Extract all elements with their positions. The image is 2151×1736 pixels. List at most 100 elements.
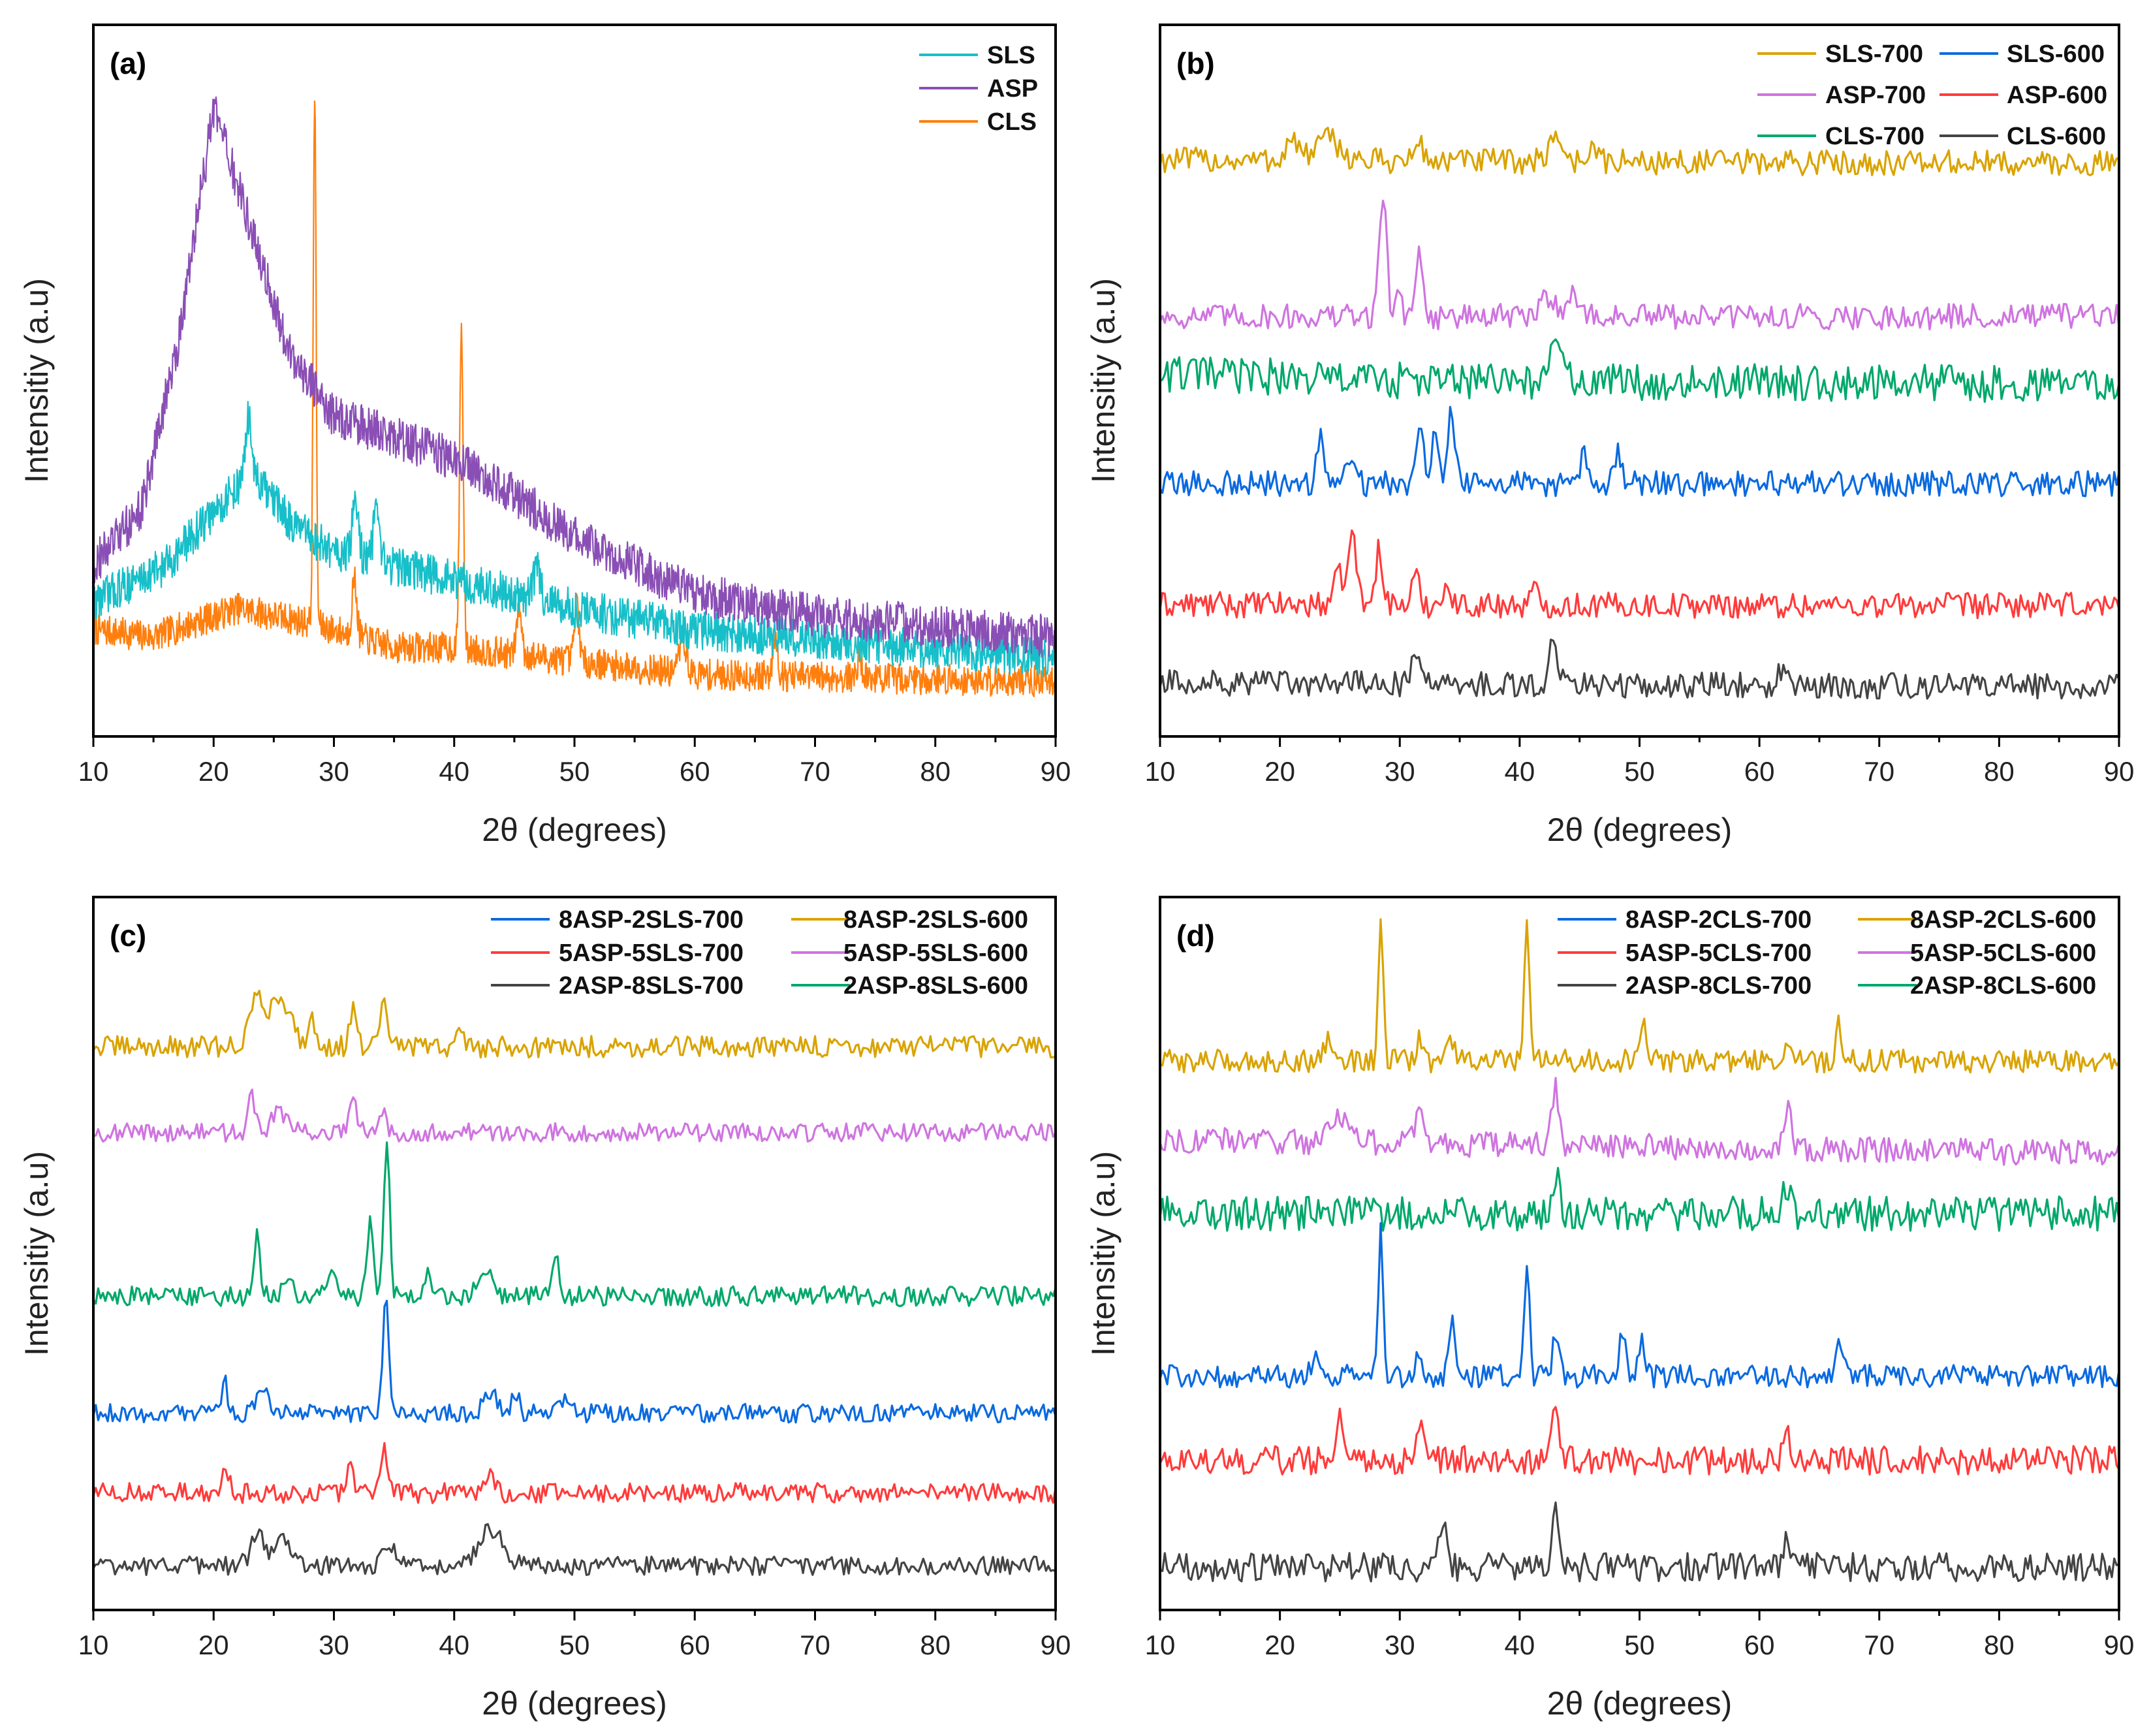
legend-item: SLS-700 <box>1757 40 1923 68</box>
x-tick-label: 30 <box>1385 756 1415 787</box>
legend-label: ASP-700 <box>1825 82 1926 109</box>
legend-item: 8ASP-2SLS-600 <box>791 906 1028 934</box>
x-tick-label: 40 <box>1505 1630 1535 1660</box>
legend-label: ASP <box>987 75 1038 103</box>
x-tick-label: 20 <box>198 1630 229 1660</box>
panel-c: 10 20 30 40 50 60 70 80 90 2θ (degrees) Intensitiy… <box>18 896 1071 1722</box>
legend-label: 2ASP-8SLS-600 <box>843 972 1028 1000</box>
panel-label: (d) <box>1176 919 1215 953</box>
legend-item: SLS-600 <box>1939 40 2105 68</box>
legend: SLS-700 SLS-600 ASP-700 ASP-600 CLS-700 CLS-6… <box>1757 40 2107 150</box>
legend-item: 5ASP-5SLS-600 <box>791 939 1028 967</box>
series-line-5asp-5sls-700 <box>92 1442 1057 1504</box>
x-tick-label: 70 <box>1864 1630 1894 1660</box>
plot-frame <box>1159 896 2120 1611</box>
panel-label: (b) <box>1176 46 1215 80</box>
legend: 8ASP-2CLS-700 8ASP-2CLS-600 5ASP-5CLS-700 5… <box>1558 906 2096 1000</box>
legend-label: SLS <box>987 42 1035 69</box>
legend-item: 5ASP-5SLS-700 <box>491 939 744 967</box>
series-line-asp <box>92 96 1057 658</box>
series-line-8asp-2sls-700 <box>92 1299 1057 1424</box>
series-line-8asp-2sls-600 <box>92 989 1056 1059</box>
legend-item: 8ASP-2SLS-700 <box>491 906 744 934</box>
series-line-cls-700 <box>1159 338 2120 403</box>
panel-label: (a) <box>110 46 146 80</box>
y-axis-label: Intensitiy (a.u) <box>1085 278 1122 483</box>
series-line-8asp-2cls-700 <box>1159 1222 2120 1389</box>
x-tick-label: 60 <box>680 1630 710 1660</box>
legend-label: SLS-600 <box>2007 40 2105 68</box>
series-line-2asp-8sls-600 <box>92 1141 1057 1308</box>
x-tick-label: 10 <box>78 1630 109 1660</box>
legend-item: CLS-700 <box>1757 123 1924 150</box>
series-line-2asp-8sls-700 <box>92 1523 1056 1576</box>
legend-item: 8ASP-2CLS-700 <box>1558 906 1812 934</box>
x-tick-label: 50 <box>559 1630 590 1660</box>
legend-item: 2ASP-8CLS-600 <box>1858 972 2096 1000</box>
x-tick-label: 40 <box>1505 756 1535 787</box>
legend-item: 5ASP-5CLS-700 <box>1558 939 1812 967</box>
x-axis-label: 2θ (degrees) <box>482 812 667 848</box>
legend-label: CLS-700 <box>1825 123 1924 150</box>
x-tick-label: 60 <box>1744 1630 1775 1660</box>
legend-label: CLS-600 <box>2007 123 2106 150</box>
x-tick-label: 50 <box>559 756 590 787</box>
legend-item: 5ASP-5CLS-600 <box>1858 939 2096 967</box>
x-tick-label: 90 <box>2104 1630 2135 1660</box>
legend-item: 2ASP-8SLS-600 <box>791 972 1028 1000</box>
x-tick-label: 20 <box>1264 1630 1295 1660</box>
x-tick-label: 10 <box>1145 1630 1176 1660</box>
legend: SLS ASP CLS <box>919 42 1038 136</box>
series-line-asp-600 <box>1159 529 2120 620</box>
x-tick-label: 70 <box>800 756 830 787</box>
y-axis-label: Intensitiy (a.u) <box>18 1151 55 1356</box>
x-axis-label: 2θ (degrees) <box>1547 812 1733 848</box>
legend-label: ASP-600 <box>2007 82 2107 109</box>
legend-item: CLS <box>919 108 1037 136</box>
x-tick-label: 30 <box>319 1630 349 1660</box>
x-tick-label: 30 <box>319 756 349 787</box>
series-line-2asp-8cls-600 <box>1159 1167 2120 1232</box>
legend-item: 2ASP-8SLS-700 <box>491 972 744 1000</box>
legend-label: 8ASP-2SLS-700 <box>559 906 744 934</box>
series-line-cls <box>92 100 1057 698</box>
panel-b: 10 20 30 40 50 60 70 80 90 2θ (degrees) Intensitiy… <box>1085 24 2134 848</box>
panel-label: (c) <box>110 919 146 953</box>
x-tick-label: 70 <box>800 1630 830 1660</box>
series-line-cls-600 <box>1159 639 2120 700</box>
x-tick-label: 50 <box>1624 756 1655 787</box>
legend-label: 5ASP-5SLS-700 <box>559 939 744 967</box>
x-tick-label: 90 <box>1041 756 1071 787</box>
plot-frame <box>92 896 1057 1611</box>
x-axis-label: 2θ (degrees) <box>1547 1685 1733 1722</box>
x-tick-label: 10 <box>1145 756 1176 787</box>
x-tick-label: 20 <box>198 756 229 787</box>
x-tick-label: 10 <box>78 756 109 787</box>
panel-a: 10 20 30 40 50 60 70 80 90 2θ (degrees) Intensitiy… <box>18 24 1071 848</box>
legend-item: ASP-600 <box>1939 82 2107 109</box>
legend-label: 2ASP-8CLS-600 <box>1910 972 2096 1000</box>
legend-item: CLS-600 <box>1939 123 2106 150</box>
series-line-sls-700 <box>1159 127 2120 176</box>
series-line-2asp-8cls-700 <box>1159 1501 2120 1583</box>
y-axis-label: Intensitiy (a.u) <box>1085 1151 1122 1356</box>
legend-label: 5ASP-5SLS-600 <box>843 939 1028 967</box>
legend-item: 8ASP-2CLS-600 <box>1858 906 2096 934</box>
legend-label: 2ASP-8CLS-700 <box>1625 972 1812 1000</box>
legend-label: 8ASP-2SLS-600 <box>843 906 1028 934</box>
legend-label: CLS <box>987 108 1037 136</box>
x-tick-label: 60 <box>680 756 710 787</box>
legend-item: ASP <box>919 75 1038 103</box>
x-tick-label: 40 <box>439 756 469 787</box>
x-tick-label: 80 <box>920 756 950 787</box>
legend-label: 5ASP-5CLS-600 <box>1910 939 2096 967</box>
legend-label: 8ASP-2CLS-700 <box>1625 906 1812 934</box>
legend-label: SLS-700 <box>1825 40 1923 68</box>
series-line-8asp-2cls-600 <box>1159 918 2120 1074</box>
legend: 8ASP-2SLS-700 8ASP-2SLS-600 5ASP-5SLS-700 5… <box>491 906 1028 1000</box>
x-tick-label: 30 <box>1385 1630 1415 1660</box>
series-line-sls <box>92 401 1057 677</box>
x-tick-label: 80 <box>920 1630 950 1660</box>
x-axis-label: 2θ (degrees) <box>482 1685 667 1722</box>
